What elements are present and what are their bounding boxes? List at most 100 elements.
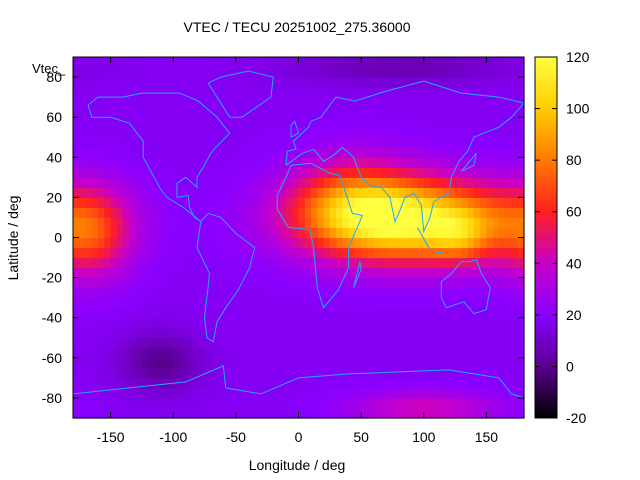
- heatmap-cell: [148, 187, 156, 198]
- heatmap-cell: [386, 407, 394, 419]
- heatmap-cell: [480, 57, 488, 68]
- heatmap-cell: [304, 117, 312, 128]
- heatmap-cell: [192, 337, 199, 349]
- heatmap-cell: [298, 117, 306, 128]
- heatmap-cell: [185, 217, 193, 229]
- heatmap-cell: [204, 167, 212, 178]
- heatmap-cell: [210, 297, 218, 309]
- heatmap-cell: [267, 147, 275, 158]
- heatmap-cell: [154, 347, 162, 359]
- heatmap-cell: [398, 207, 406, 219]
- heatmap-cell: [317, 297, 325, 309]
- heatmap-cell: [166, 87, 174, 98]
- heatmap-cell: [473, 357, 481, 369]
- heatmap-cell: [436, 377, 444, 389]
- heatmap-cell: [480, 117, 488, 128]
- heatmap-cell: [336, 367, 343, 379]
- heatmap-cell: [229, 337, 237, 349]
- heatmap-cell: [411, 77, 419, 88]
- heatmap-cell: [436, 127, 444, 138]
- heatmap-cell: [505, 97, 513, 108]
- heatmap-cell: [379, 167, 387, 178]
- heatmap-cell: [304, 337, 312, 349]
- heatmap-cell: [411, 297, 419, 309]
- heatmap-cell: [267, 207, 275, 219]
- heatmap-cell: [473, 367, 481, 379]
- heatmap-cell: [279, 137, 287, 148]
- heatmap-cell: [273, 217, 281, 229]
- heatmap-cell: [317, 57, 325, 68]
- heatmap-cell: [104, 347, 112, 359]
- heatmap-cell: [361, 67, 368, 78]
- heatmap-cell: [311, 177, 318, 188]
- heatmap-cell: [448, 97, 456, 108]
- heatmap-cell: [354, 207, 362, 219]
- heatmap-cell: [311, 207, 318, 219]
- heatmap-cell: [298, 237, 306, 249]
- heatmap-cell: [367, 97, 375, 108]
- heatmap-cell: [354, 197, 362, 209]
- heatmap-cell: [492, 147, 500, 158]
- heatmap-cell: [292, 247, 300, 259]
- heatmap-cell: [260, 217, 268, 229]
- heatmap-cell: [179, 157, 187, 168]
- heatmap-cell: [98, 397, 105, 409]
- heatmap-cell: [73, 187, 80, 198]
- heatmap-cell: [442, 67, 450, 78]
- heatmap-cell: [367, 347, 375, 359]
- heatmap-cell: [379, 347, 387, 359]
- heatmap-cell: [154, 257, 162, 269]
- heatmap-cell: [229, 107, 237, 118]
- heatmap-cell: [254, 217, 262, 229]
- heatmap-cell: [279, 67, 287, 78]
- heatmap-cell: [317, 307, 325, 319]
- heatmap-cell: [448, 177, 456, 188]
- heatmap-cell: [79, 277, 87, 289]
- heatmap-cell: [517, 297, 525, 309]
- heatmap-cell: [104, 107, 112, 118]
- heatmap-cell: [404, 87, 412, 98]
- heatmap-cell: [511, 217, 519, 229]
- heatmap-cell: [267, 237, 275, 249]
- heatmap-cell: [204, 317, 212, 329]
- heatmap-cell: [392, 347, 400, 359]
- heatmap-cell: [386, 157, 394, 168]
- heatmap-cell: [254, 157, 262, 168]
- heatmap-cell: [242, 357, 249, 369]
- y-tick-label: -40: [42, 310, 62, 326]
- heatmap-cell: [148, 347, 156, 359]
- heatmap-cell: [361, 397, 368, 409]
- heatmap-cell: [192, 347, 199, 359]
- heatmap-cell: [473, 167, 481, 178]
- heatmap-cell: [442, 197, 450, 209]
- heatmap-cell: [467, 307, 475, 319]
- heatmap-cell: [467, 247, 475, 259]
- heatmap-cell: [329, 217, 337, 229]
- heatmap-cell: [336, 327, 343, 339]
- heatmap-cell: [123, 257, 130, 269]
- heatmap-cell: [298, 97, 306, 108]
- heatmap-cell: [386, 177, 394, 188]
- heatmap-cell: [348, 187, 356, 198]
- heatmap-cell: [154, 187, 162, 198]
- heatmap-cell: [404, 197, 412, 209]
- heatmap-cell: [273, 327, 281, 339]
- heatmap-cell: [323, 77, 331, 88]
- heatmap-cell: [304, 107, 312, 118]
- heatmap-cell: [98, 227, 105, 239]
- heatmap-cell: [467, 227, 475, 239]
- heatmap-cell: [348, 277, 356, 289]
- heatmap-cell: [329, 167, 337, 178]
- heatmap-cell: [123, 327, 130, 339]
- heatmap-cell: [423, 317, 431, 329]
- chart-title: VTEC / TECU 20251002_275.36000: [183, 19, 410, 35]
- heatmap-cell: [373, 147, 381, 158]
- heatmap-cell: [367, 357, 375, 369]
- heatmap-cell: [430, 307, 437, 319]
- heatmap-cell: [292, 257, 300, 269]
- heatmap-cell: [273, 317, 281, 329]
- heatmap-cell: [254, 297, 262, 309]
- heatmap-cell: [442, 57, 450, 68]
- x-tick-label: -50: [226, 429, 246, 445]
